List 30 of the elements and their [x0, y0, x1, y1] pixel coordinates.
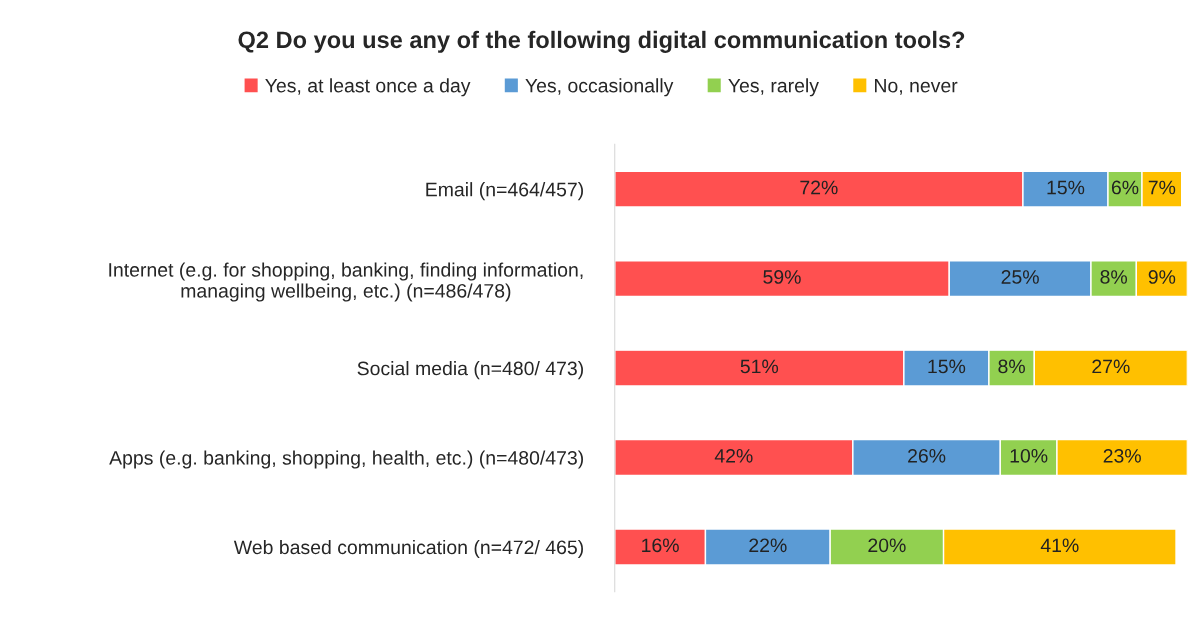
chart-title: Q2 Do you use any of the following digital communication tools?	[238, 30, 965, 53]
data-label: 27%	[1092, 359, 1130, 374]
data-label: 8%	[998, 359, 1025, 374]
data-label: 10%	[1010, 448, 1048, 463]
data-label: 15%	[1047, 180, 1085, 195]
legend-label: No, never	[875, 78, 958, 95]
legend-label: Yes, rarely	[728, 78, 819, 97]
data-label: 20%	[868, 538, 906, 553]
data-label: 15%	[928, 359, 966, 374]
legend-label: Yes, at least once a day	[265, 78, 471, 97]
y-tick-label: Internet (e.g. for shopping, banking, finding information, managing wellbeing, etc.) (n=486/478)	[109, 262, 583, 302]
data-label: 23%	[1103, 448, 1141, 463]
data-label: 41%	[1040, 538, 1079, 553]
data-label: 42%	[714, 448, 753, 463]
y-tick-label: Web based communication (n=472/ 465)	[233, 539, 583, 559]
data-label: 9%	[1148, 270, 1176, 284]
y-tick-label: Social media (n=480/ 473)	[357, 361, 583, 380]
data-label: 51%	[740, 359, 779, 374]
data-label: 7%	[1148, 180, 1176, 195]
data-label: 59%	[763, 270, 801, 284]
data-label: 6%	[1111, 180, 1139, 195]
y-tick-label: Email (n=464/457)	[426, 182, 583, 201]
data-label: 72%	[800, 180, 838, 195]
data-label: 16%	[642, 538, 679, 553]
data-label: 22%	[749, 538, 787, 553]
data-label: 25%	[1001, 270, 1039, 284]
y-tick-label: Apps (e.g. banking, shopping, health, etc.) (n=480/473)	[109, 450, 584, 469]
data-label: 8%	[1100, 270, 1128, 284]
legend-label: Yes, occasionally	[525, 78, 674, 97]
data-label: 26%	[908, 448, 946, 463]
